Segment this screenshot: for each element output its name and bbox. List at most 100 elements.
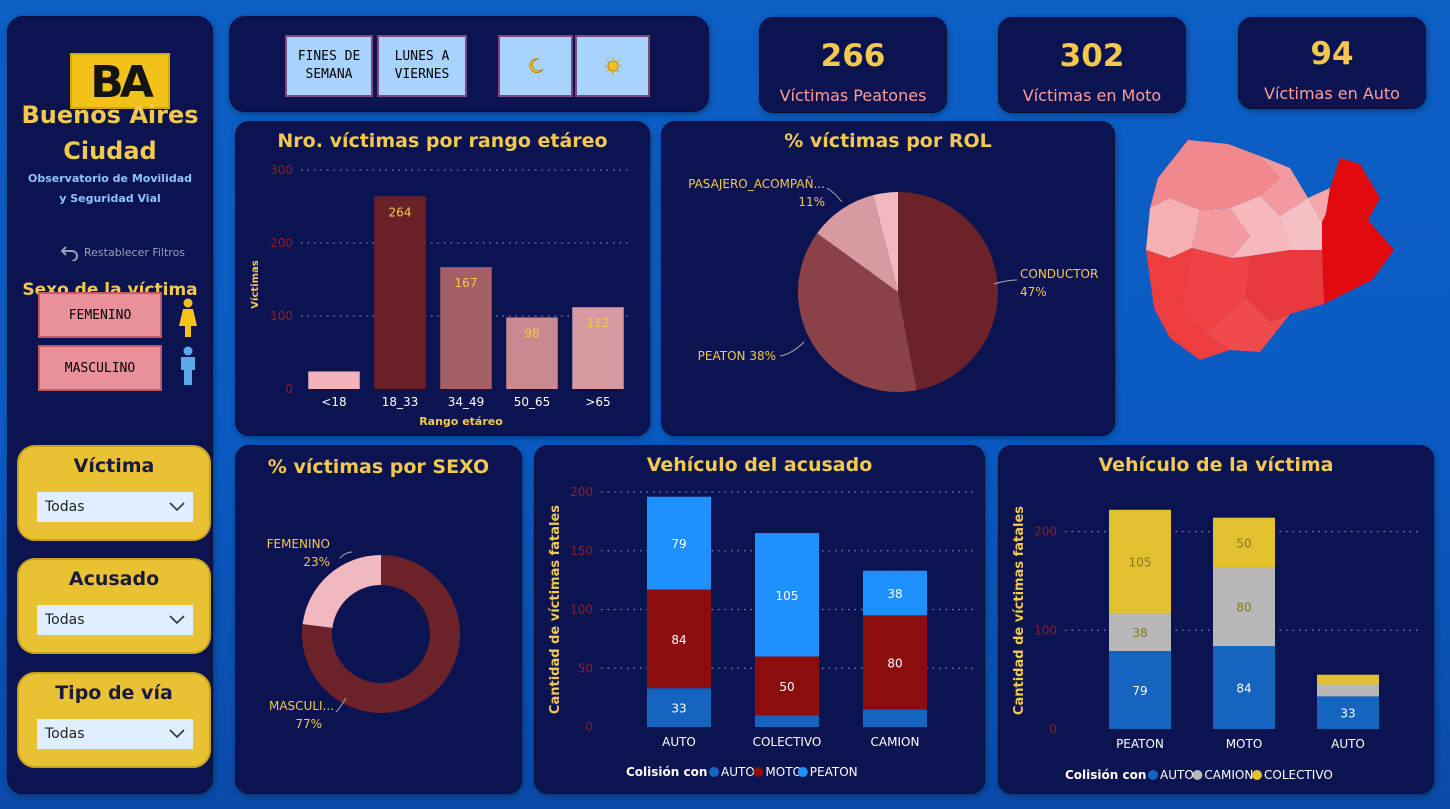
age-chart-title: Nro. víctimas por rango etáreo bbox=[277, 130, 608, 152]
kpi-auto-card: 94 Víctimas en Auto bbox=[1238, 17, 1426, 109]
segment-value-label: 33 bbox=[671, 702, 686, 716]
logo-text: BA bbox=[90, 57, 154, 108]
victima-select[interactable]: Todas bbox=[37, 492, 193, 522]
bar-value-label: 167 bbox=[455, 276, 478, 290]
bar-value-label: 264 bbox=[389, 205, 412, 219]
reset-filters-label: Restablecer Filtros bbox=[84, 245, 186, 259]
tipo-via-select-value: Todas bbox=[45, 726, 85, 742]
legend-label: PEATON bbox=[810, 765, 858, 779]
y-tick-label: 0 bbox=[1049, 722, 1057, 736]
x-tick-label: 50_65 bbox=[514, 395, 551, 409]
observatory-line1: Observatorio de Movilidad bbox=[28, 172, 192, 185]
x-tick-label: COLECTIVO bbox=[753, 735, 822, 749]
map-commune-e bbox=[1322, 158, 1394, 304]
stacked-bar-segment bbox=[1213, 567, 1275, 647]
map-commune-far-s bbox=[1206, 298, 1290, 352]
slice-label-value: 47% bbox=[1020, 285, 1047, 299]
bar-value-label: 98 bbox=[524, 326, 539, 340]
kpi-auto-value: 94 bbox=[1310, 36, 1354, 72]
stacked-bar-segment bbox=[1317, 674, 1379, 685]
weekdays-label-2: VIERNES bbox=[394, 67, 450, 82]
stacked-bar-segment bbox=[1109, 650, 1171, 729]
undo-icon bbox=[60, 246, 78, 261]
stacked-bar-segment bbox=[863, 615, 927, 710]
legend-label: COLECTIVO bbox=[1264, 768, 1333, 782]
victima-filter-label: Víctima bbox=[73, 455, 155, 477]
stacked-bar-segment bbox=[1109, 509, 1171, 614]
x-tick-label: AUTO bbox=[1331, 737, 1365, 751]
y-tick-label: 100 bbox=[570, 603, 593, 617]
y-tick-label: 0 bbox=[585, 720, 593, 734]
acusado-select[interactable]: Todas bbox=[37, 605, 193, 635]
chevron-down-icon bbox=[169, 615, 185, 625]
kpi-moto-label: Víctimas en Moto bbox=[1022, 86, 1162, 105]
segment-value-label: 33 bbox=[1340, 707, 1355, 721]
legend-title: Colisión con bbox=[626, 765, 707, 779]
map-commune-se bbox=[1246, 250, 1324, 322]
stacked-bar-segment bbox=[1317, 684, 1379, 697]
segment-value-label: 79 bbox=[1132, 684, 1147, 698]
leader-line bbox=[993, 279, 1018, 285]
bar bbox=[572, 307, 624, 389]
victim-vehicle-chart: 0 100 200 79 38 105 PEATON 84 80 50 MOTO 33 AUTO Cant… bbox=[1012, 506, 1419, 782]
legend-title: Colisión con bbox=[1065, 768, 1146, 782]
acusado-select-value: Todas bbox=[45, 612, 85, 628]
masculino-button[interactable]: MASCULINO bbox=[38, 345, 162, 391]
map-commune-s bbox=[1182, 248, 1250, 334]
legend-marker bbox=[1148, 770, 1158, 780]
legend-label: AUTO bbox=[1160, 768, 1194, 782]
bar bbox=[374, 196, 426, 389]
legend-marker bbox=[753, 767, 764, 777]
map-commune-center-w bbox=[1192, 208, 1250, 258]
night-button[interactable] bbox=[498, 35, 573, 97]
stacked-bar-segment bbox=[755, 656, 819, 716]
y-tick-label: 200 bbox=[1034, 525, 1057, 539]
city-line1: Buenos Aires bbox=[21, 101, 199, 129]
x-tick-label: MOTO bbox=[1226, 737, 1263, 751]
sex-chart-title: % víctimas por SEXO bbox=[267, 456, 490, 478]
weekend-button[interactable]: FINES DE SEMANA bbox=[285, 35, 373, 97]
y-tick-label: 300 bbox=[270, 163, 293, 177]
stacked-bar-segment bbox=[1109, 613, 1171, 651]
female-icon bbox=[179, 298, 197, 337]
weekdays-button[interactable]: LUNES A VIERNES bbox=[377, 35, 467, 97]
stacked-bar-segment bbox=[647, 688, 711, 727]
age-range-chart: 0 100 200 300 <18 264 18_33 167 34_49 98 50_65 112 >… bbox=[249, 163, 631, 428]
map-commune-center-e bbox=[1280, 198, 1322, 250]
ba-logo: BA bbox=[70, 53, 170, 109]
chevron-down-icon bbox=[169, 502, 185, 512]
legend-marker bbox=[1252, 770, 1262, 780]
pie-slice bbox=[302, 555, 461, 713]
bar-value-label: 112 bbox=[587, 316, 610, 330]
bar bbox=[440, 267, 492, 389]
leader-line bbox=[335, 697, 347, 713]
x-tick-label: AUTO bbox=[662, 735, 696, 749]
role-chart-title: % víctimas por ROL bbox=[784, 130, 992, 152]
kpi-auto-label: Víctimas en Auto bbox=[1264, 84, 1400, 103]
stacked-bar-segment bbox=[1213, 517, 1275, 568]
moon-icon bbox=[528, 58, 543, 73]
slice-label-value: 77% bbox=[295, 717, 322, 731]
acusado-filter-label: Acusado bbox=[68, 568, 160, 590]
leader-line bbox=[779, 341, 805, 357]
accused-chart-title: Vehículo del acusado bbox=[646, 454, 873, 476]
tipo-via-select[interactable]: Todas bbox=[37, 719, 193, 749]
role-pie-chart: CONDUCTOR 47% PEATON 38% PASAJERO_ACOMPAÑ..… bbox=[688, 176, 1098, 392]
femenino-button[interactable]: FEMENINO bbox=[38, 292, 162, 338]
victima-select-value: Todas bbox=[45, 499, 85, 515]
kpi-moto-value: 302 bbox=[1059, 38, 1125, 74]
x-axis-label: Rango etáreo bbox=[419, 415, 503, 428]
chevron-down-icon bbox=[169, 729, 185, 739]
x-tick-label: PEATON bbox=[1116, 737, 1164, 751]
slice-label-name: PASAJERO_ACOMPAÑ... bbox=[688, 176, 825, 191]
pie-slice bbox=[873, 192, 898, 292]
legend-marker bbox=[797, 767, 808, 777]
slice-label-name: FEMENINO bbox=[267, 537, 330, 551]
buenos-aires-map bbox=[1146, 140, 1394, 360]
weekdays-label-1: LUNES A bbox=[394, 49, 450, 64]
day-button[interactable] bbox=[575, 35, 650, 97]
observatory-line2: y Seguridad Vial bbox=[59, 192, 161, 205]
kpi-peatones-label: Víctimas Peatones bbox=[779, 86, 927, 105]
accused-vehicle-chart-card: Vehículo del acusado 0 50 100 150 200 33 84 79 A… bbox=[534, 445, 985, 794]
reset-filters-button[interactable]: Restablecer Filtros bbox=[60, 243, 185, 261]
